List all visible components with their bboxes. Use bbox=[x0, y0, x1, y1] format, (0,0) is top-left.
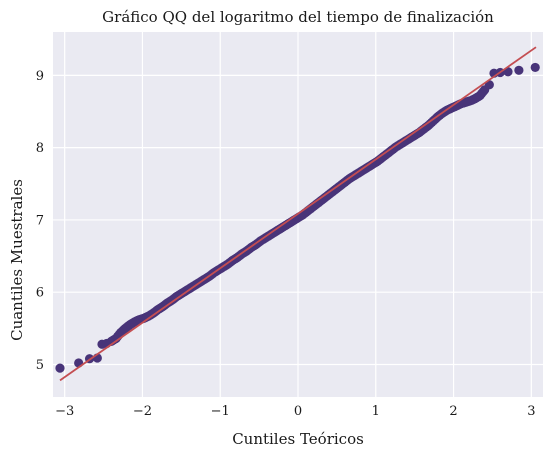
data-point bbox=[514, 65, 524, 75]
x-tick-label: 3 bbox=[527, 404, 535, 419]
x-tick-label: 0 bbox=[294, 404, 302, 419]
data-point bbox=[530, 62, 540, 73]
x-axis-ticks: −3 −2 −1 0 1 2 3 bbox=[55, 404, 535, 419]
y-tick-label: 9 bbox=[36, 69, 44, 84]
data-point bbox=[55, 363, 65, 373]
reference-line bbox=[59, 46, 537, 382]
chart-title: Gráfico QQ del logaritmo del tiempo de f… bbox=[102, 8, 494, 26]
x-axis-label: Cuntiles Teóricos bbox=[232, 430, 364, 448]
x-tick-label: 1 bbox=[372, 404, 380, 419]
data-points bbox=[55, 46, 540, 382]
y-tick-label: 6 bbox=[36, 286, 44, 301]
y-axis-ticks: 5 6 7 8 9 bbox=[36, 69, 44, 373]
y-tick-label: 8 bbox=[36, 141, 44, 156]
y-axis-label: Cuantiles Muestrales bbox=[8, 179, 26, 341]
y-tick-label: 7 bbox=[36, 213, 44, 228]
x-tick-label: −1 bbox=[211, 404, 230, 419]
y-tick-label: 5 bbox=[36, 358, 44, 373]
x-tick-label: −2 bbox=[133, 404, 152, 419]
x-tick-label: −3 bbox=[55, 404, 74, 419]
x-tick-label: 2 bbox=[449, 404, 457, 419]
